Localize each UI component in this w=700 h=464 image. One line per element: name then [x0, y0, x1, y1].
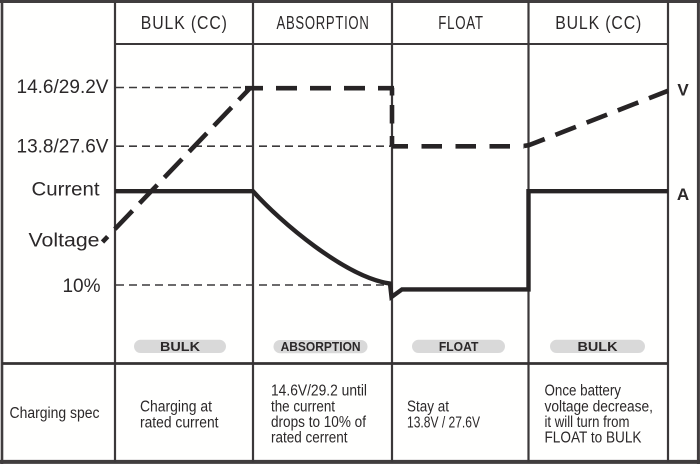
svg-text:Current: Current: [32, 180, 101, 201]
svg-text:Charging spec: Charging spec: [10, 405, 100, 422]
svg-text:ABSORPTION: ABSORPTION: [281, 339, 361, 354]
svg-text:voltage decrease,: voltage decrease,: [545, 399, 654, 416]
svg-text:BULK (CC): BULK (CC): [141, 13, 228, 33]
svg-text:14.6V/29.2 until: 14.6V/29.2 until: [271, 383, 367, 400]
svg-text:13.8V / 27.6V: 13.8V / 27.6V: [407, 414, 481, 431]
svg-text:13.8/27.6V: 13.8/27.6V: [17, 137, 109, 158]
svg-text:Once battery: Once battery: [545, 383, 622, 400]
svg-text:10%: 10%: [62, 276, 100, 297]
svg-text:rated cerrent: rated cerrent: [271, 430, 348, 447]
svg-text:A: A: [677, 185, 689, 204]
svg-text:it will turn from: it will turn from: [545, 414, 630, 431]
svg-text:FLOAT: FLOAT: [439, 339, 479, 354]
svg-text:BULK: BULK: [578, 339, 619, 354]
svg-text:Charging at: Charging at: [140, 399, 213, 416]
svg-text:Voltage: Voltage: [29, 231, 100, 252]
svg-text:the current: the current: [271, 399, 336, 416]
svg-text:drops to 10% of: drops to 10% of: [271, 414, 367, 431]
svg-text:BULK: BULK: [160, 339, 201, 354]
svg-text:14.6/29.2V: 14.6/29.2V: [17, 77, 109, 98]
svg-text:FLOAT: FLOAT: [438, 13, 484, 33]
svg-text:ABSORPTION: ABSORPTION: [277, 13, 370, 33]
svg-text:rated current: rated current: [140, 414, 219, 431]
svg-text:V: V: [677, 81, 689, 100]
svg-text:FLOAT to BULK: FLOAT to BULK: [545, 430, 643, 447]
svg-text:Stay at: Stay at: [407, 399, 450, 416]
svg-text:BULK (CC): BULK (CC): [555, 13, 642, 33]
